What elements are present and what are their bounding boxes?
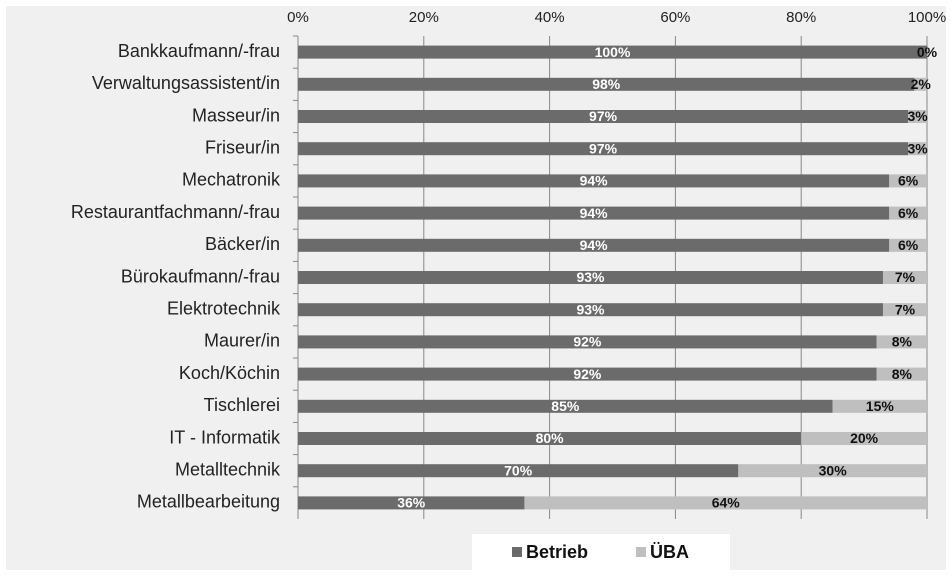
data-label: 70% (504, 462, 533, 478)
data-label: 15% (866, 398, 895, 414)
data-label: 36% (397, 495, 426, 511)
bar-segment (738, 464, 927, 478)
data-label: 64% (712, 495, 741, 511)
bar-segment (298, 335, 877, 349)
data-label: 92% (573, 366, 602, 382)
data-label: 97% (589, 140, 618, 156)
data-label: 6% (898, 237, 919, 253)
bar-segment (801, 432, 927, 445)
bar-segment (298, 142, 909, 156)
data-label: 94% (580, 205, 609, 221)
bar-segment (298, 496, 525, 510)
data-label: 3% (907, 108, 928, 124)
data-label: 80% (536, 430, 565, 446)
legend-label: Betrieb (526, 542, 588, 562)
y-tick-label: Bürokaufmann/-frau (121, 266, 280, 286)
bar-segment (914, 77, 927, 91)
y-tick-label: Bankkaufmann/-frau (118, 41, 280, 61)
bar-segment (298, 271, 883, 284)
bar-segment (882, 303, 927, 317)
data-label: 93% (576, 269, 605, 285)
data-label: 100% (595, 44, 631, 60)
y-tick-label: Elektrotechnik (167, 298, 281, 318)
bar-segment (298, 110, 909, 123)
bar-segment (889, 238, 927, 252)
bar-segment (876, 367, 927, 381)
legend-marker (636, 547, 646, 557)
data-label: 8% (892, 366, 913, 382)
bar-segment (298, 432, 802, 445)
data-label: 94% (580, 237, 609, 253)
data-label: 98% (592, 76, 621, 92)
data-label: 93% (576, 301, 605, 317)
y-tick-label: Friseur/in (205, 137, 280, 157)
y-tick-label: Verwaltungsassistent/in (92, 73, 280, 93)
data-label: 6% (898, 173, 919, 189)
y-tick-label: IT - Informatik (169, 427, 281, 447)
x-tick-label: 100% (908, 9, 946, 26)
data-label: 97% (589, 108, 618, 124)
data-label: 94% (580, 173, 609, 189)
bar-segment (889, 206, 927, 220)
bar-segment (298, 206, 890, 220)
legend-marker (512, 547, 522, 557)
y-tick-label: Metallbearbeitung (137, 492, 280, 512)
bar-segment (876, 335, 927, 349)
data-label: 7% (895, 269, 916, 285)
legend-label: ÜBA (650, 542, 689, 562)
y-tick-label: Bäcker/in (205, 234, 280, 254)
bar-segment (298, 303, 883, 317)
data-label: 85% (551, 398, 580, 414)
y-tick-label: Restaurantfachmann/-frau (71, 202, 280, 222)
bar-segment (908, 110, 927, 123)
bar-segment (298, 464, 739, 478)
x-tick-label: 60% (660, 9, 690, 26)
bar-segment (298, 77, 915, 91)
y-tick-label: Metalltechnik (175, 459, 281, 479)
data-label: 20% (850, 430, 879, 446)
bar-segment (889, 174, 927, 188)
x-tick-label: 20% (409, 9, 439, 26)
bar-segment (298, 174, 890, 188)
data-label: 8% (892, 334, 913, 350)
y-tick-label: Tischlerei (204, 395, 280, 415)
y-tick-label: Maurer/in (204, 331, 280, 351)
bar-segment (298, 367, 877, 381)
bar-segment (298, 399, 833, 413)
data-label: 3% (907, 140, 928, 156)
x-tick-label: 0% (287, 9, 309, 26)
y-tick-label: Masseur/in (192, 105, 280, 125)
x-tick-label: 40% (535, 9, 565, 26)
legend-box (472, 534, 730, 570)
y-tick-label: Koch/Köchin (179, 363, 280, 383)
data-label: 0% (917, 44, 938, 60)
bar-segment (908, 142, 927, 156)
data-label: 30% (819, 462, 848, 478)
data-label: 6% (898, 205, 919, 221)
y-tick-label: Mechatronik (182, 170, 281, 190)
x-tick-label: 80% (786, 9, 816, 26)
data-label: 2% (911, 76, 932, 92)
data-label: 92% (573, 334, 602, 350)
data-label: 7% (895, 301, 916, 317)
bar-segment (298, 238, 890, 252)
bar-segment (524, 496, 927, 510)
bar-segment (298, 45, 927, 59)
bar-segment (832, 399, 927, 413)
bar-segment (882, 271, 927, 284)
